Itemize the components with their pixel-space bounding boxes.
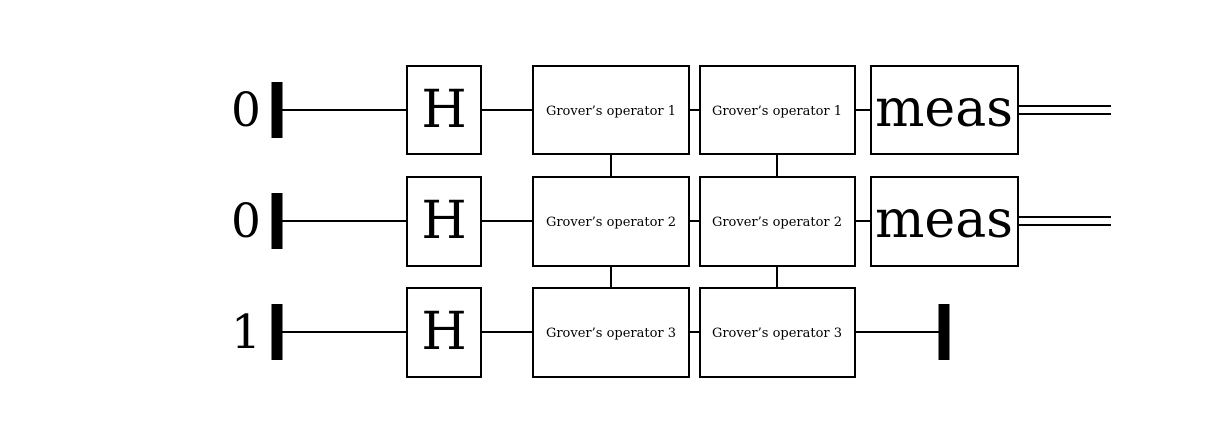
grover-operator-label: Grover’s operator 3 bbox=[712, 326, 842, 341]
grover-operator-label: Grover’s operator 1 bbox=[546, 104, 676, 119]
measurement-gate bbox=[870, 65, 1019, 155]
qubit-row-1: 0 H Grover’s operator 2 Grover’s operato… bbox=[231, 176, 1111, 267]
grover-operator-gate bbox=[699, 65, 856, 155]
grover-operator-gate bbox=[699, 176, 856, 267]
grover-operator-gate bbox=[532, 287, 690, 378]
grover-operator-gate bbox=[532, 65, 690, 155]
classical-wire bbox=[1018, 105, 1111, 115]
measurement-label: meas bbox=[875, 190, 1013, 250]
hadamard-gate-label: H bbox=[421, 80, 466, 140]
hadamard-gate-label: H bbox=[421, 302, 466, 362]
classical-wire bbox=[1018, 216, 1111, 226]
measurement-gate bbox=[870, 176, 1019, 267]
qubit-row-0: 0 H Grover’s operator 1 Grover’s operato… bbox=[231, 65, 1111, 155]
grover-operator-label: Grover’s operator 2 bbox=[546, 215, 676, 230]
init-state-label: 0 bbox=[231, 83, 261, 138]
qubit-row-2: 1 H Grover’s operator 3 Grover’s operato… bbox=[231, 287, 950, 378]
hadamard-gate-label: H bbox=[421, 191, 466, 251]
grover-operator-label: Grover’s operator 3 bbox=[546, 326, 676, 341]
grover-operator-label: Grover’s operator 1 bbox=[712, 104, 842, 119]
init-state-label: 0 bbox=[231, 194, 261, 249]
grover-operator-label: Grover’s operator 2 bbox=[712, 215, 842, 230]
measurement-label: meas bbox=[875, 79, 1013, 139]
init-state-label: 1 bbox=[231, 305, 261, 360]
hadamard-gate bbox=[406, 176, 482, 267]
